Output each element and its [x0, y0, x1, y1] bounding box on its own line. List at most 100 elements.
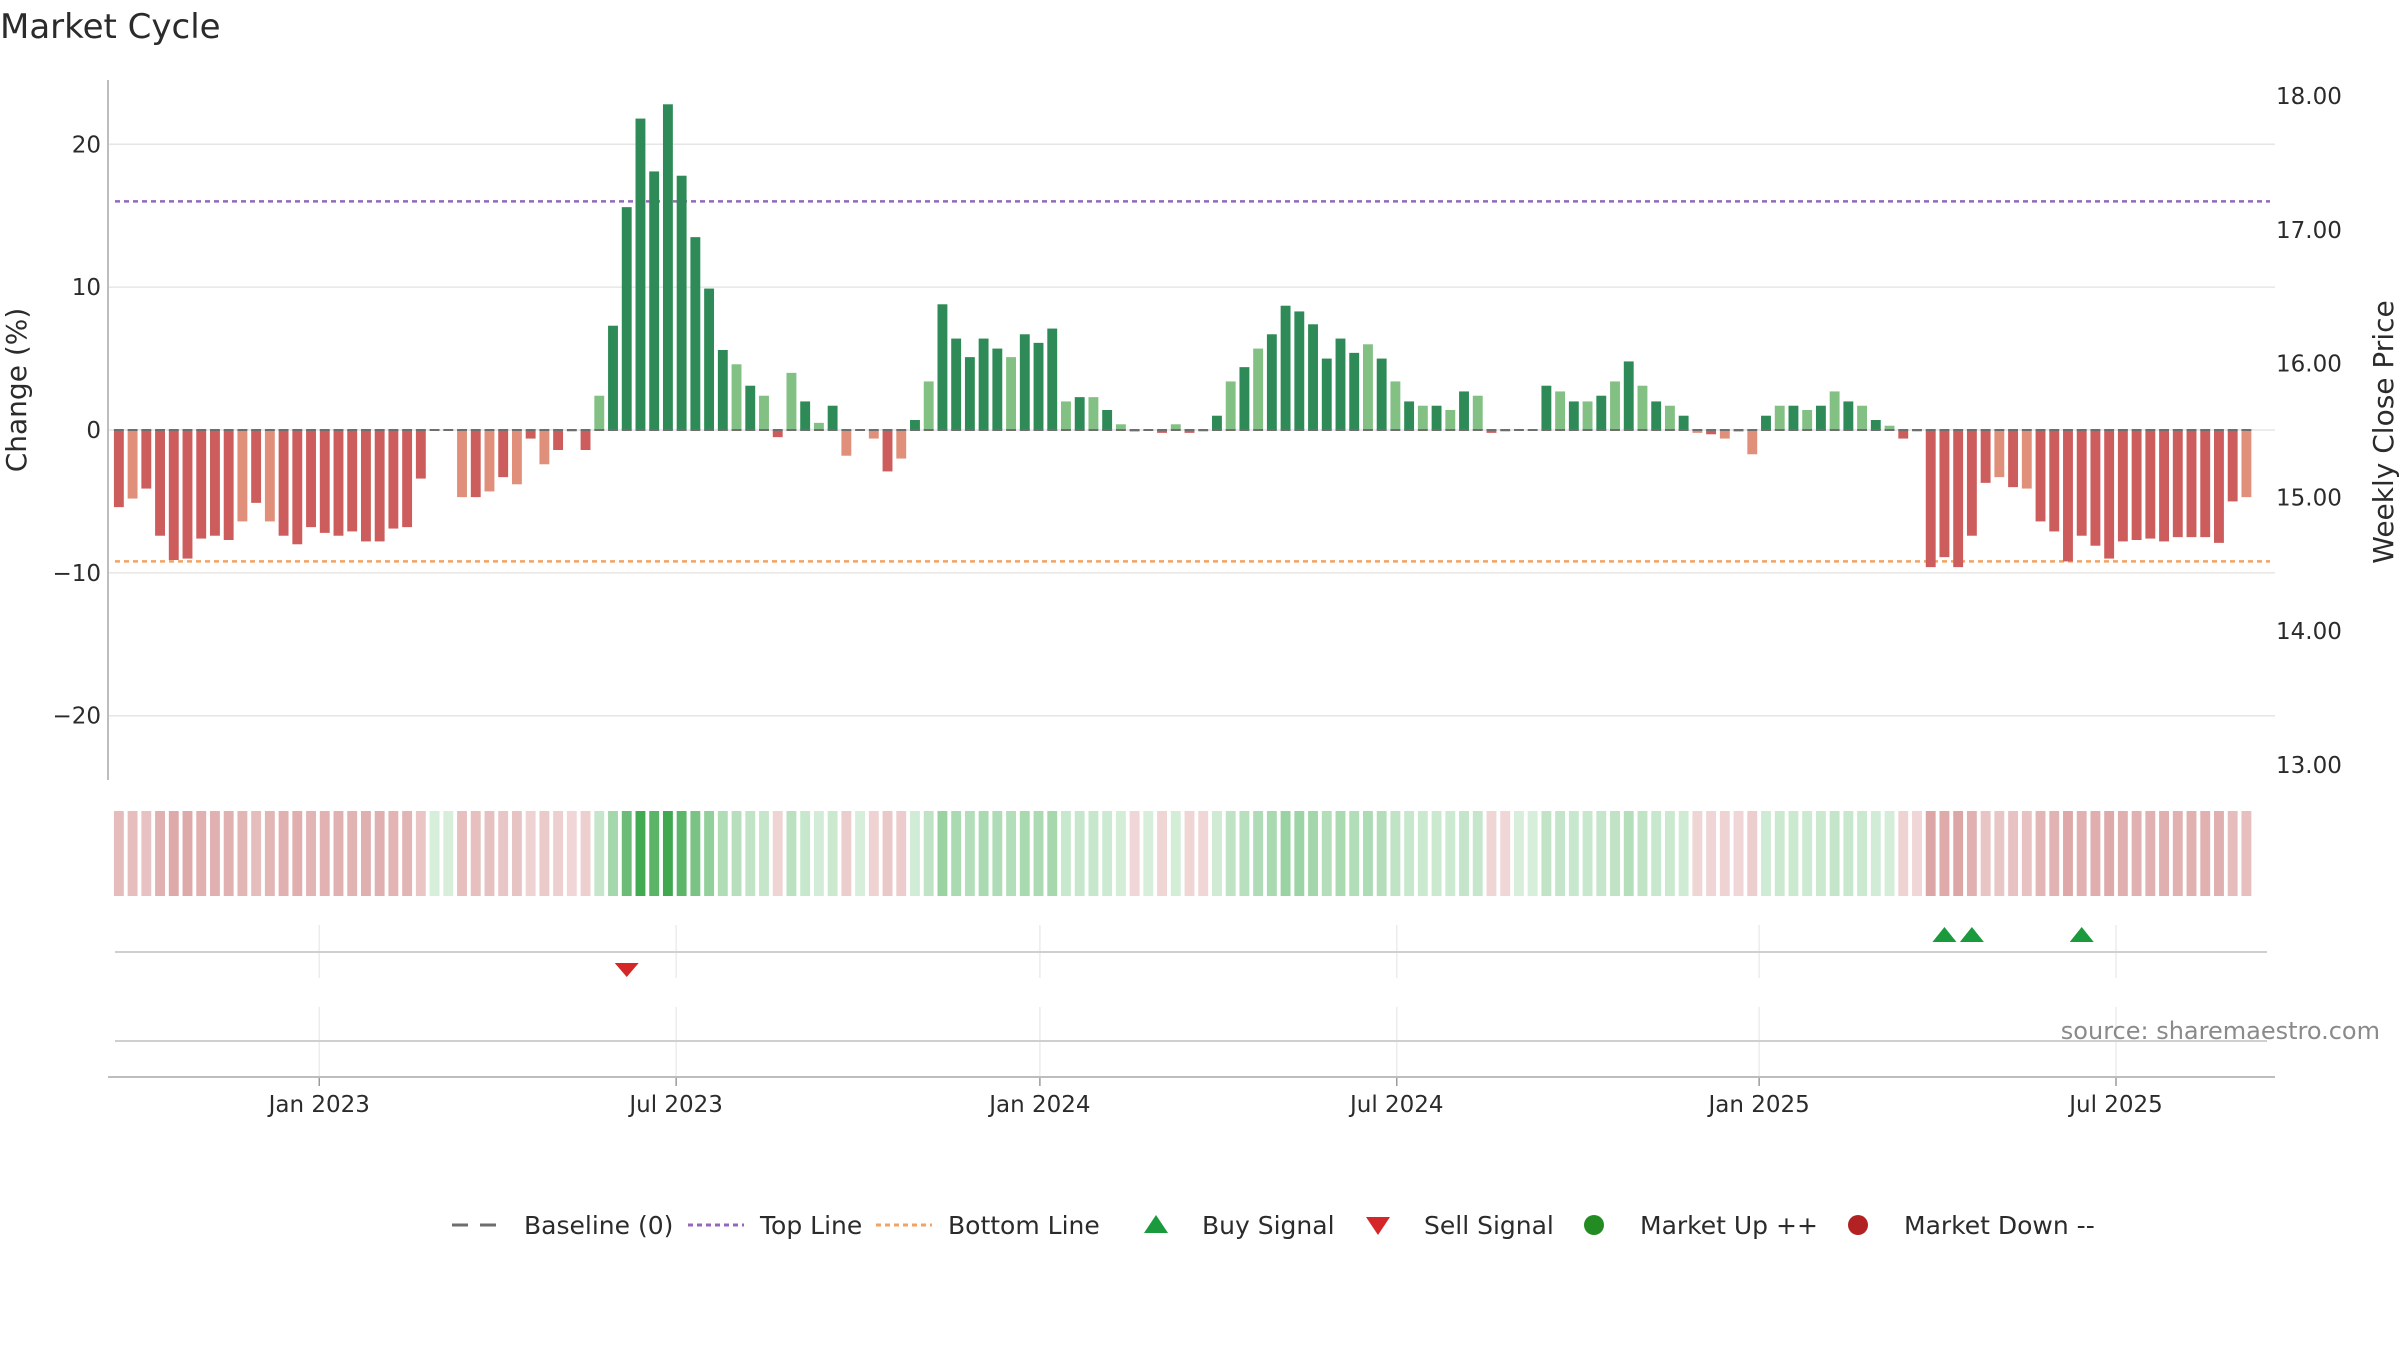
change-bar — [2186, 430, 2197, 538]
heat-cell — [1459, 811, 1469, 896]
change-bar — [1692, 430, 1703, 433]
change-bar — [525, 430, 536, 439]
heat-cell — [1321, 811, 1332, 896]
heat-cell — [1692, 811, 1703, 896]
change-bar — [1568, 401, 1579, 430]
change-bar — [992, 348, 1003, 430]
heat-cell — [210, 811, 220, 896]
heat-cell — [2227, 811, 2238, 896]
heat-cell — [566, 811, 577, 896]
heat-cell — [182, 811, 193, 896]
left-y-tick-label: 20 — [72, 132, 101, 158]
heat-cell — [1870, 811, 1881, 896]
change-bar — [1115, 424, 1126, 430]
change-bar — [1829, 391, 1840, 430]
heat-cell — [1733, 811, 1744, 896]
heat-cell — [1966, 811, 1977, 896]
change-bar — [1212, 415, 1222, 430]
legend-label: Bottom Line — [948, 1211, 1100, 1240]
sell-signal-marker — [614, 963, 639, 977]
right-y-tick-label: 18.00 — [2276, 84, 2342, 110]
change-bar — [1898, 430, 1909, 439]
heat-cell — [1555, 811, 1566, 896]
cycle-heat-strip — [113, 811, 2252, 896]
change-bar — [1651, 401, 1662, 430]
legend-label: Sell Signal — [1424, 1211, 1554, 1240]
heat-cell — [1939, 811, 1950, 896]
heat-cell — [1129, 811, 1140, 896]
heat-cell — [1335, 811, 1346, 896]
right-y-axis-label: Weekly Close Price — [2367, 300, 2400, 563]
change-bar — [1390, 381, 1401, 430]
heat-cell — [525, 811, 536, 896]
heat-cell — [1568, 811, 1579, 896]
change-bar — [182, 430, 193, 559]
change-bar — [1404, 401, 1415, 430]
heat-cell — [1802, 811, 1813, 896]
heat-cell — [882, 811, 893, 896]
heat-cell — [1541, 811, 1552, 896]
change-bar — [1623, 361, 1634, 430]
buy-signal-marker — [1932, 927, 1957, 942]
heat-cell — [2104, 811, 2115, 896]
heat-cell — [2159, 811, 2169, 896]
heat-cell — [1212, 811, 1222, 896]
change-bar — [1706, 430, 1717, 435]
legend-label: Buy Signal — [1202, 1211, 1335, 1240]
change-bar — [1678, 415, 1689, 430]
change-bar — [457, 430, 467, 498]
change-bar — [704, 288, 715, 430]
heat-cell — [1225, 811, 1236, 896]
heat-cell — [2021, 811, 2032, 896]
heat-cell — [1884, 811, 1895, 896]
change-bar — [1047, 328, 1058, 430]
heat-cell — [1280, 811, 1291, 896]
change-bar — [662, 104, 673, 431]
heat-cell — [2090, 811, 2101, 896]
change-bar — [1362, 344, 1373, 430]
heat-cell — [2076, 811, 2087, 896]
change-bar — [1541, 385, 1552, 430]
circle-icon — [1848, 1215, 1868, 1235]
change-bar — [621, 207, 632, 430]
change-bar — [1294, 311, 1305, 430]
heat-cell — [731, 811, 742, 896]
change-bar — [813, 422, 824, 430]
change-bar — [1815, 405, 1826, 430]
heat-cell — [910, 811, 920, 896]
heat-cell — [786, 811, 797, 896]
heat-cell — [374, 811, 385, 896]
buy-signal-marker — [1959, 927, 1984, 942]
change-bar — [511, 430, 522, 485]
heat-cell — [1074, 811, 1085, 896]
heat-cell — [1417, 811, 1428, 896]
heat-cell — [745, 811, 756, 896]
change-bar — [237, 430, 248, 522]
heat-cell — [690, 811, 701, 896]
change-bar — [1431, 405, 1442, 430]
x-axis-ticks: Jan 2023 Jul 2023 Jan 2024 Jul 2024 Jan 2025… — [108, 1076, 2275, 1118]
heat-cell — [2131, 811, 2142, 896]
legend-item: Market Down -- — [1848, 1211, 2095, 1240]
heat-cell — [1596, 811, 1607, 896]
heat-cell — [580, 811, 591, 896]
heat-cell — [1829, 811, 1840, 896]
change-bar — [1719, 430, 1730, 439]
change-bar — [937, 304, 948, 430]
change-bar — [2200, 430, 2211, 538]
heat-cell — [1143, 811, 1154, 896]
change-bar — [1802, 410, 1813, 430]
heat-cell — [251, 811, 262, 896]
change-bar — [964, 357, 975, 430]
change-bar — [1253, 348, 1264, 430]
heat-cell — [1019, 811, 1030, 896]
change-bar — [402, 430, 413, 528]
change-bar — [1308, 324, 1318, 430]
change-bar — [759, 395, 769, 430]
heat-cell — [457, 811, 467, 896]
heat-cell — [1953, 811, 1964, 896]
heat-cell — [923, 811, 934, 896]
x-tick-label: Jul 2024 — [1348, 1092, 1444, 1118]
